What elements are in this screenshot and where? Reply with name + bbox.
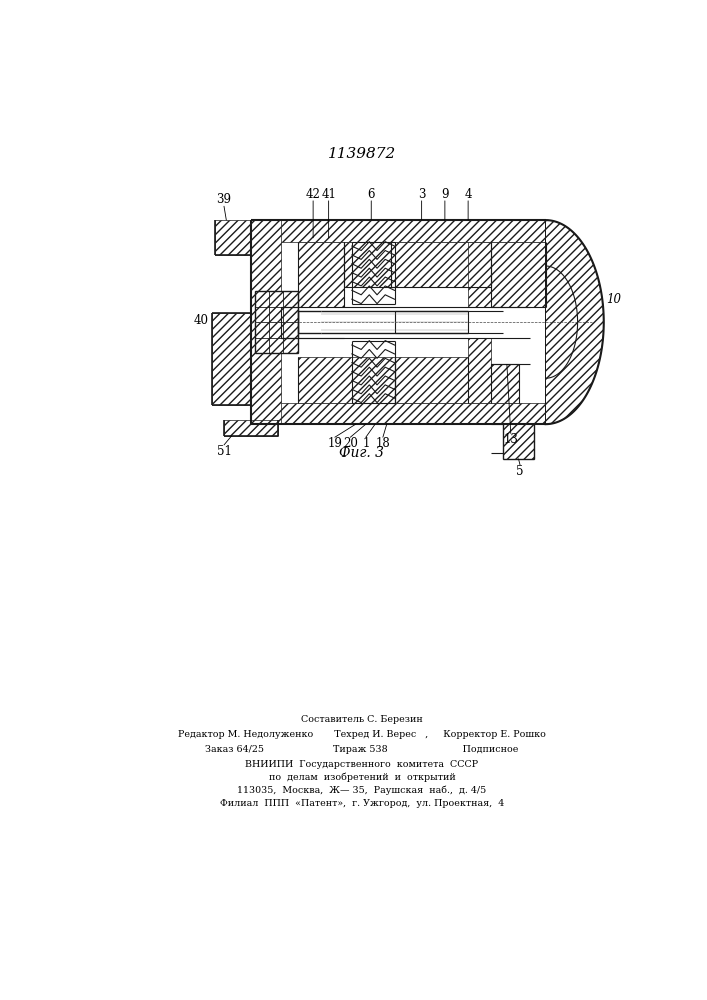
Polygon shape	[255, 291, 298, 353]
Bar	[395, 311, 468, 333]
Polygon shape	[491, 242, 546, 307]
Polygon shape	[546, 220, 604, 424]
Text: 42: 42	[305, 188, 320, 201]
Polygon shape	[468, 242, 491, 307]
Polygon shape	[503, 424, 534, 459]
Polygon shape	[215, 220, 251, 255]
Polygon shape	[391, 242, 491, 287]
Polygon shape	[395, 357, 468, 403]
Text: 4: 4	[464, 188, 472, 201]
Text: Заказ 64/25                       Тираж 538                         Подписное: Заказ 64/25 Тираж 538 Подписное	[205, 745, 519, 754]
Text: 1: 1	[362, 437, 370, 450]
Polygon shape	[468, 338, 491, 403]
Text: 5: 5	[516, 465, 524, 478]
Polygon shape	[212, 312, 251, 405]
Text: 40: 40	[194, 314, 209, 327]
Text: 9: 9	[441, 188, 449, 201]
Text: 13: 13	[503, 433, 518, 446]
Polygon shape	[491, 364, 518, 403]
Text: 1139872: 1139872	[328, 147, 396, 161]
Text: 6: 6	[368, 188, 375, 201]
Text: 20: 20	[343, 437, 358, 450]
Polygon shape	[298, 357, 395, 403]
Text: 19: 19	[327, 437, 342, 450]
Polygon shape	[251, 220, 546, 242]
Polygon shape	[251, 403, 546, 424]
Text: Составитель С. Березин: Составитель С. Березин	[301, 715, 423, 724]
Polygon shape	[224, 420, 279, 436]
Text: Фиг. 3: Фиг. 3	[339, 446, 385, 460]
Text: 3: 3	[418, 188, 426, 201]
Polygon shape	[298, 242, 344, 307]
Text: 10: 10	[606, 293, 621, 306]
Text: 18: 18	[375, 437, 390, 450]
Polygon shape	[344, 242, 391, 287]
Text: 51: 51	[216, 445, 231, 458]
Text: ВНИИПИ  Государственного  комитета  СССР: ВНИИПИ Государственного комитета СССР	[245, 760, 479, 769]
Polygon shape	[251, 220, 281, 424]
Text: 113035,  Москва,  Ж— 35,  Раушская  наб.,  д. 4/5: 113035, Москва, Ж— 35, Раушская наб., д.…	[238, 786, 486, 795]
Text: 39: 39	[216, 193, 231, 206]
Text: Редактор М. Недолуженко       Техред И. Верес   ,     Корректор Е. Рошко: Редактор М. Недолуженко Техред И. Верес …	[178, 730, 546, 739]
Text: 41: 41	[321, 188, 336, 201]
Text: Филиал  ППП  «Патент»,  г. Ужгород,  ул. Проектная,  4: Филиал ППП «Патент», г. Ужгород, ул. Про…	[220, 799, 504, 808]
Text: по  делам  изобретений  и  открытий: по делам изобретений и открытий	[269, 773, 455, 782]
